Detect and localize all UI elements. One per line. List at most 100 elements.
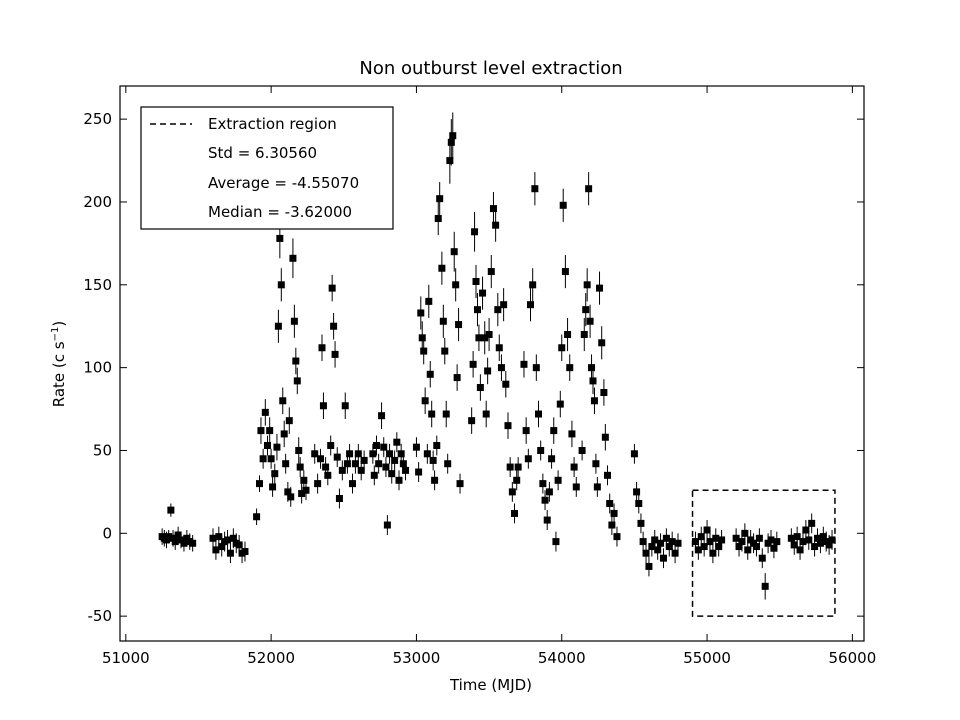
data-point — [241, 548, 249, 556]
data-point — [566, 364, 574, 372]
data-point — [494, 306, 502, 314]
data-point — [671, 549, 679, 557]
data-point — [489, 205, 497, 213]
data-point — [346, 450, 354, 458]
data-point — [473, 306, 481, 314]
data-point — [293, 377, 301, 385]
data-point — [790, 541, 798, 549]
data-point — [450, 248, 458, 256]
data-point — [284, 488, 292, 496]
data-point — [439, 317, 447, 325]
y-tick-label: 250 — [83, 110, 112, 128]
data-point — [380, 443, 388, 451]
data-point — [582, 306, 590, 314]
data-point — [593, 483, 601, 491]
data-point — [578, 446, 586, 454]
data-point — [752, 543, 760, 551]
data-point — [500, 301, 508, 309]
data-point — [226, 549, 234, 557]
data-point — [589, 377, 597, 385]
data-point — [319, 402, 327, 410]
data-point — [444, 460, 452, 468]
data-point — [180, 539, 188, 547]
data-point — [421, 397, 429, 405]
data-point — [550, 427, 558, 435]
data-point — [735, 543, 743, 551]
y-tick-label: 0 — [102, 524, 112, 542]
data-point — [472, 277, 480, 285]
data-point — [449, 132, 457, 140]
data-point — [572, 483, 580, 491]
data-point — [732, 534, 740, 542]
data-point — [189, 539, 197, 547]
x-tick-label: 55000 — [683, 649, 731, 667]
data-point — [382, 463, 390, 471]
y-axis: -50 0 50 100 150 200 250 — [83, 110, 864, 625]
data-point — [706, 538, 714, 546]
data-point — [429, 456, 437, 464]
data-point — [423, 450, 431, 458]
data-point — [300, 476, 308, 484]
legend-box — [140, 106, 394, 230]
data-point — [167, 506, 175, 514]
data-point — [588, 364, 596, 372]
data-point — [633, 488, 641, 496]
data-point — [718, 536, 726, 544]
data-point — [209, 534, 217, 542]
x-axis: 51000 52000 53000 54000 55000 56000 — [102, 86, 876, 667]
data-point — [279, 397, 287, 405]
data-point — [351, 460, 359, 468]
data-point — [548, 455, 556, 463]
data-point — [606, 499, 614, 507]
data-point — [767, 536, 775, 544]
data-point — [556, 400, 564, 408]
data-point — [758, 554, 766, 562]
data-point — [267, 455, 275, 463]
data-point — [639, 538, 647, 546]
data-point — [543, 516, 551, 524]
data-point — [282, 460, 290, 468]
data-point — [585, 185, 593, 193]
data-point — [475, 334, 483, 342]
data-point — [317, 455, 325, 463]
data-point — [508, 488, 516, 496]
legend-entry-extraction-region: Extraction region — [208, 115, 337, 133]
data-point — [383, 521, 391, 529]
data-point — [335, 495, 343, 503]
data-point — [434, 215, 442, 223]
data-point — [229, 534, 237, 542]
data-point — [469, 360, 477, 368]
data-point — [659, 554, 667, 562]
data-point — [397, 450, 405, 458]
data-point — [648, 543, 656, 551]
data-point — [171, 538, 179, 546]
data-point — [502, 380, 510, 388]
data-point — [484, 367, 492, 375]
data-point — [596, 284, 604, 292]
data-point — [691, 538, 699, 546]
data-point — [709, 549, 717, 557]
data-point — [224, 536, 232, 544]
data-point — [330, 322, 338, 330]
data-point — [738, 538, 746, 546]
data-point — [793, 533, 801, 541]
data-point — [391, 456, 399, 464]
data-point — [256, 480, 263, 488]
data-point — [485, 331, 493, 339]
data-point — [314, 480, 322, 488]
data-point — [642, 549, 650, 557]
data-point — [322, 463, 330, 471]
data-point — [471, 228, 479, 236]
data-point — [349, 480, 356, 488]
data-point — [816, 539, 824, 547]
chart-title: Non outburst level extraction — [359, 58, 622, 79]
data-point — [613, 533, 621, 541]
data-point — [331, 350, 339, 358]
y-tick-label: 100 — [83, 359, 112, 377]
data-point — [558, 344, 566, 352]
data-point — [271, 470, 279, 478]
data-point — [372, 442, 380, 450]
data-point — [441, 347, 449, 355]
data-point — [819, 533, 827, 541]
data-point — [456, 480, 464, 488]
